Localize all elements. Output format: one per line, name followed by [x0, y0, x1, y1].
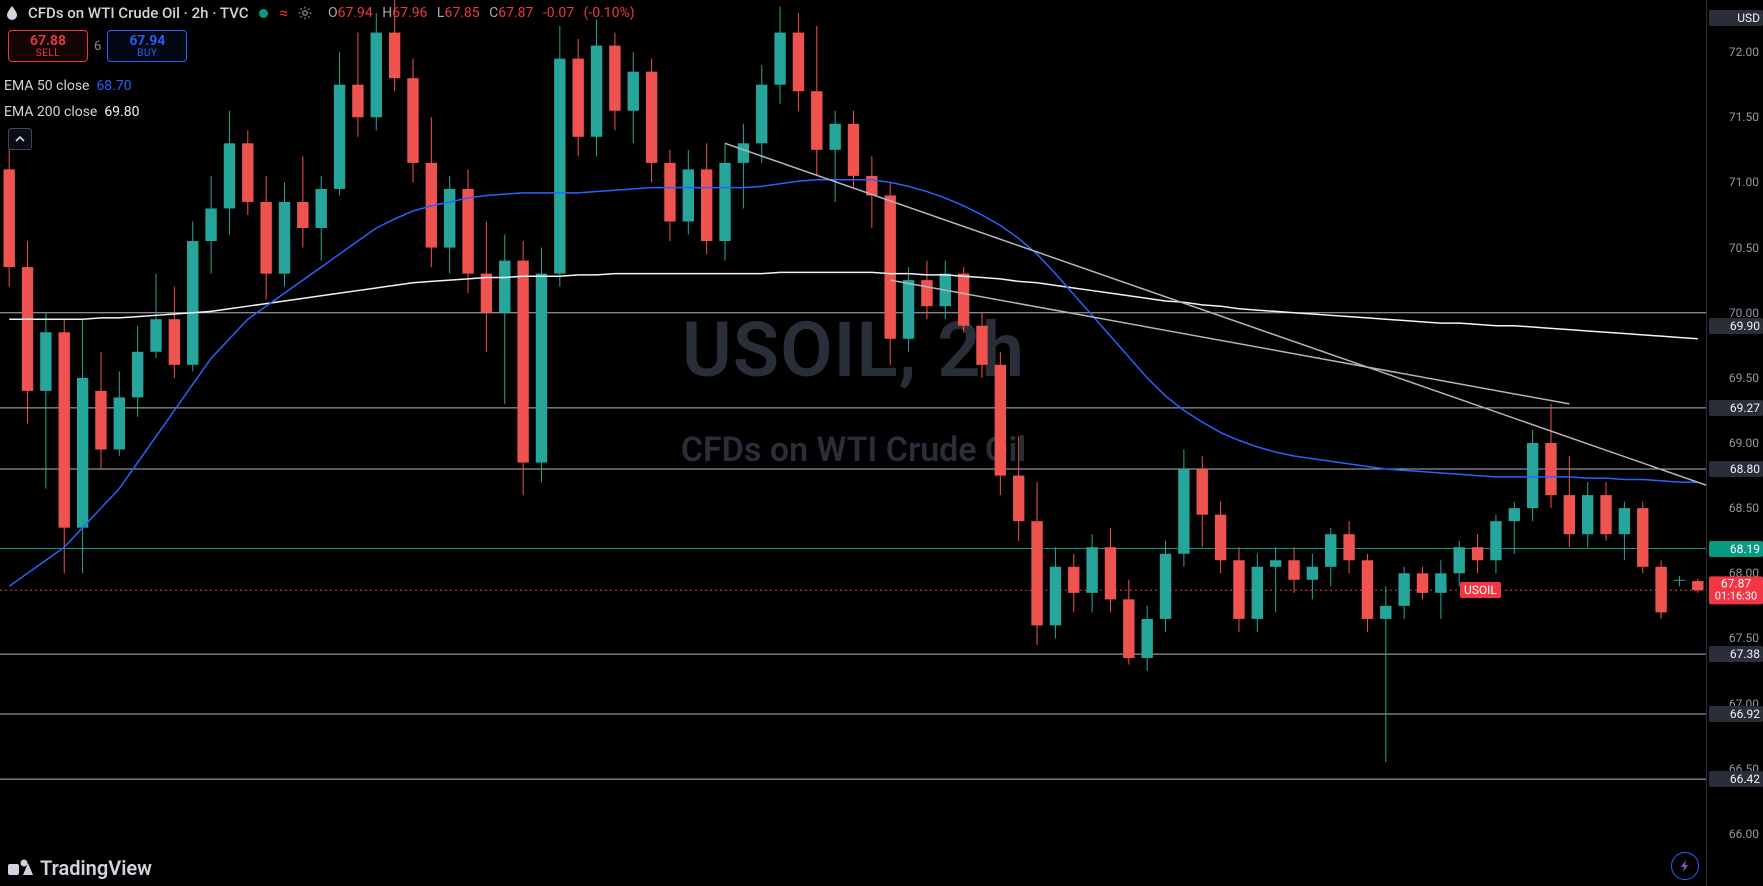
symbol-price-badge: USOIL: [1460, 582, 1501, 598]
gear-icon[interactable]: [296, 4, 314, 22]
price-line-label: 67.38: [1709, 646, 1763, 662]
price-tick: 69.50: [1729, 371, 1759, 385]
currency-label: USD: [1709, 10, 1763, 26]
price-tick: 70.50: [1729, 241, 1759, 255]
price-line-label: 68.19: [1709, 541, 1763, 557]
tradingview-logo-text: TradingView: [40, 856, 152, 880]
app-root: CFDs on WTI Crude Oil · 2h · TVC ≈ O67.9…: [0, 0, 1763, 886]
ema50-legend[interactable]: EMA 50 close 68.70: [4, 78, 132, 94]
symbol-title: CFDs on WTI Crude Oil · 2h · TVC: [28, 4, 249, 22]
price-line-label: 69.90: [1709, 318, 1763, 334]
chart-svg: [0, 0, 1707, 886]
replay-bolt-icon[interactable]: [1671, 852, 1699, 880]
last-price-label: 67.8701:16:30: [1709, 577, 1763, 604]
oil-drop-icon: [4, 5, 20, 21]
price-tick: 72.00: [1729, 45, 1759, 59]
price-tick: 71.50: [1729, 110, 1759, 124]
sell-buy-widget: 67.88 SELL 6 67.94 BUY: [8, 30, 187, 62]
price-tick: 68.50: [1729, 501, 1759, 515]
price-tick: 69.00: [1729, 436, 1759, 450]
market-status-dot-icon: [259, 9, 268, 18]
chart-pane[interactable]: [0, 0, 1707, 886]
symbol-legend[interactable]: CFDs on WTI Crude Oil · 2h · TVC ≈ O67.9…: [4, 4, 635, 22]
ohlc-readout: O67.94 H67.96 L67.85 C67.87 -0.07 (-0.10…: [322, 5, 635, 21]
spread-approx-icon: ≈: [280, 4, 288, 22]
price-line-label: 69.27: [1709, 400, 1763, 416]
price-tick: 71.00: [1729, 175, 1759, 189]
sell-button[interactable]: 67.88 SELL: [8, 30, 88, 62]
collapse-legend-button[interactable]: [8, 128, 32, 150]
price-line-label: 66.92: [1709, 706, 1763, 722]
price-axis[interactable]: USD 72.0071.5071.0070.5070.0069.5069.006…: [1706, 0, 1763, 886]
price-tick: 66.00: [1729, 827, 1759, 841]
price-tick: 67.50: [1729, 631, 1759, 645]
price-line-label: 66.42: [1709, 771, 1763, 787]
ema200-legend[interactable]: EMA 200 close 69.80: [4, 104, 139, 120]
buy-button[interactable]: 67.94 BUY: [107, 30, 187, 62]
price-line-label: 68.80: [1709, 461, 1763, 477]
tradingview-logo[interactable]: TradingView: [8, 856, 152, 880]
spread-value: 6: [92, 39, 103, 54]
